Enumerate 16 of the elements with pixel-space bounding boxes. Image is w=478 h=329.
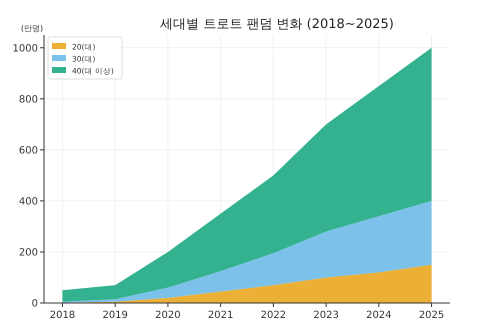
- y-tick-label: 0: [32, 298, 38, 310]
- chart-title: 세대별 트로트 팬덤 변화 (2018~2025): [160, 17, 394, 32]
- y-tick-label: 1000: [12, 43, 38, 54]
- y-tick-label: 200: [18, 247, 38, 258]
- x-tick-label: 2022: [260, 310, 286, 321]
- y-tick-label: 600: [18, 145, 38, 156]
- x-tick-label: 2020: [155, 310, 181, 321]
- x-tick-label: 2025: [418, 310, 444, 321]
- x-tick-label: 2023: [313, 310, 339, 321]
- x-tick-label: 2024: [366, 310, 392, 321]
- x-tick-label: 2019: [102, 310, 128, 321]
- x-tick-label: 2018: [50, 310, 76, 321]
- y-axis-title: (만명): [20, 24, 44, 33]
- x-tick-label: 2021: [208, 310, 234, 321]
- y-tick-label: 800: [18, 94, 38, 106]
- y-tick-label: 400: [18, 196, 38, 208]
